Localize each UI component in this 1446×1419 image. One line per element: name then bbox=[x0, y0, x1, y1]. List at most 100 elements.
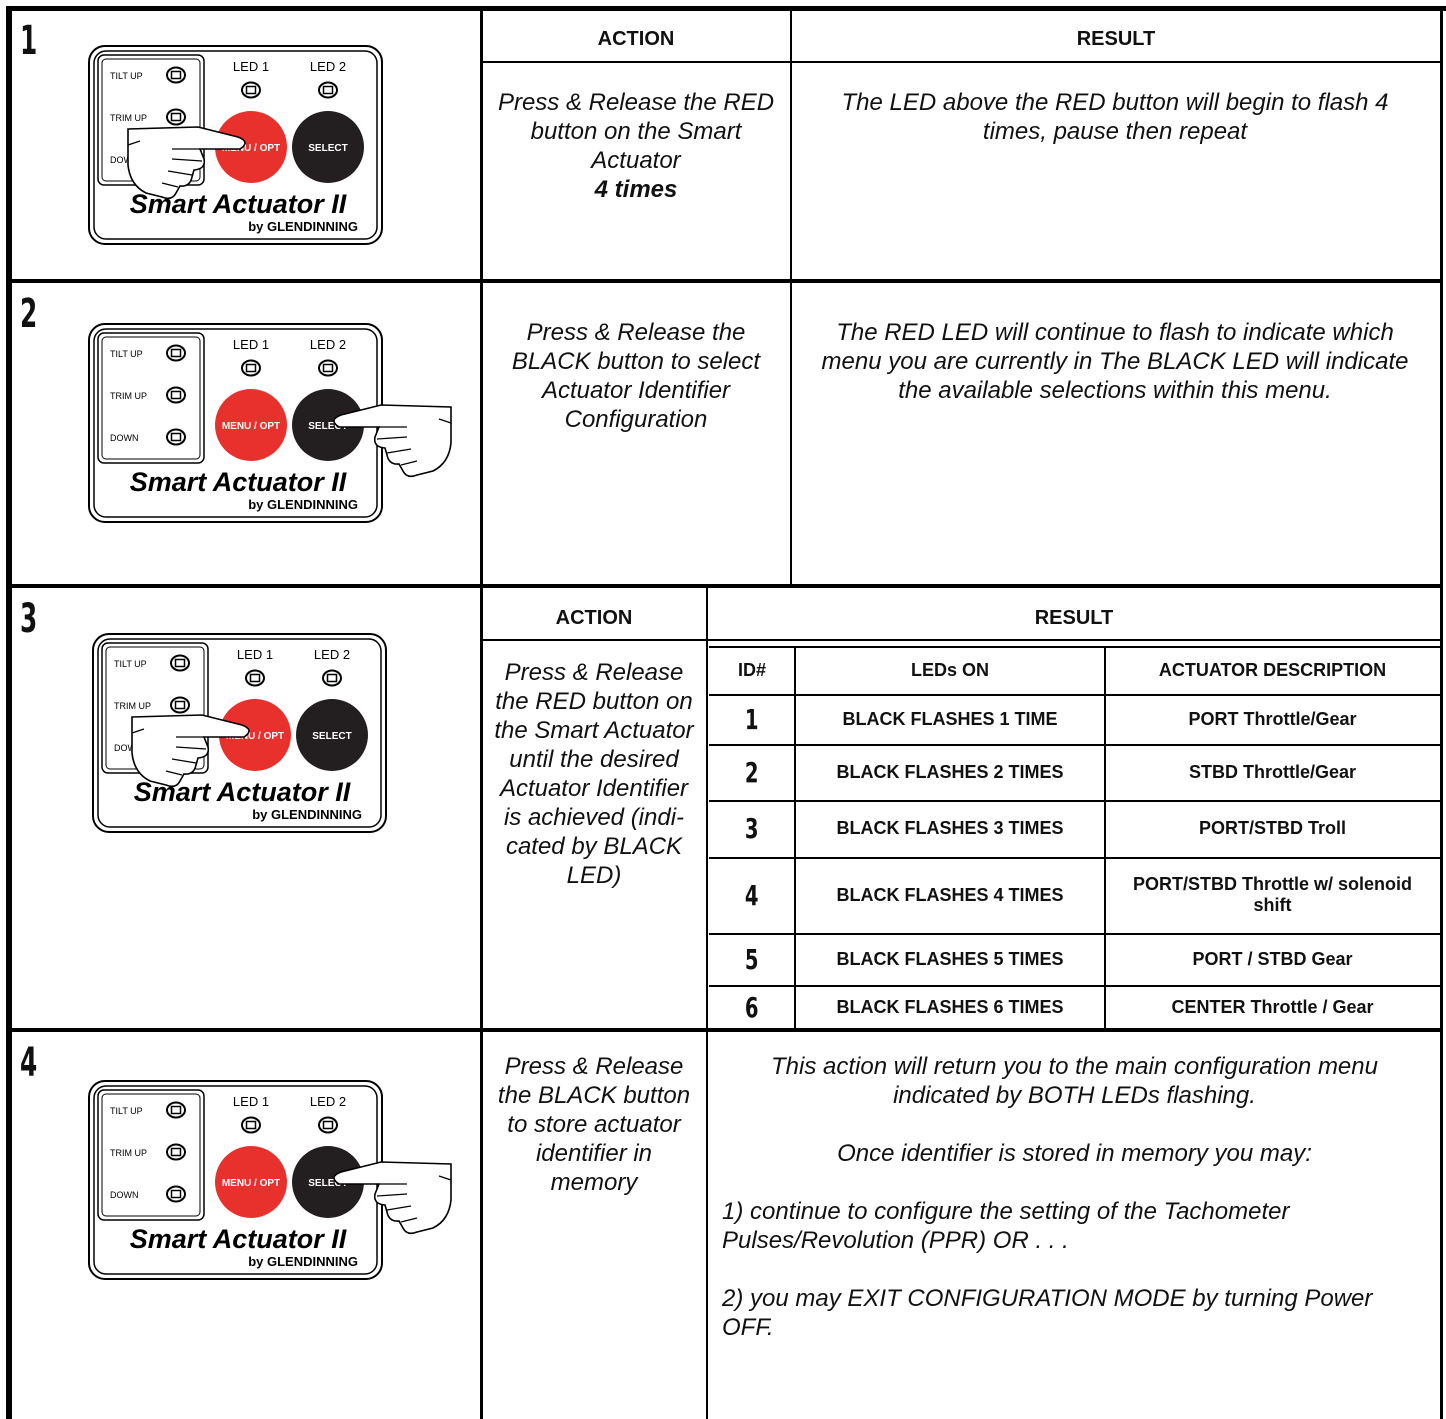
step-number: 3 bbox=[20, 596, 38, 642]
table-cell: BLACK FLASHES 6 TIMES bbox=[795, 985, 1105, 1030]
byline: by GLENDINNING bbox=[252, 807, 362, 822]
id-number-text: 5 bbox=[745, 942, 759, 976]
switch-panel bbox=[101, 336, 201, 460]
led bbox=[166, 66, 186, 84]
led bbox=[166, 1101, 186, 1119]
table-cell: BLACK FLASHES 3 TIMES bbox=[795, 800, 1105, 857]
led bbox=[170, 390, 182, 400]
led-label: LED 2 bbox=[310, 1094, 346, 1109]
action-text: Press & Release the RED button on the Sm… bbox=[495, 88, 777, 204]
result-paragraph: This action will return you to the main … bbox=[771, 1053, 1378, 1109]
result-paragraph: Once identifier is stored in memory you … bbox=[837, 1140, 1312, 1167]
header-result: RESULT bbox=[1034, 607, 1114, 629]
rule bbox=[706, 588, 708, 1419]
id-number: 3 bbox=[709, 800, 795, 857]
switch-label: TRIM UP bbox=[110, 113, 147, 123]
led-label: LED 1 bbox=[233, 337, 269, 352]
table-cell-text: PORT/STBD Throttle w/ solenoid shift bbox=[1133, 874, 1412, 915]
device-outline bbox=[93, 50, 378, 240]
led-label: LED 2 bbox=[310, 337, 346, 352]
led-label: LED 1 bbox=[233, 59, 269, 74]
led-label: LED 2 bbox=[310, 59, 346, 74]
action-paragraph: Press & Release the BLACK button to stor… bbox=[497, 1053, 691, 1196]
led bbox=[170, 432, 182, 442]
rule bbox=[709, 857, 1440, 859]
device-illustration: TILT UP TRIM UP DOWN LED 1 LED 2 MENU / OPT SE… bbox=[88, 1080, 452, 1280]
switch-label: DOWN bbox=[114, 743, 143, 753]
switch-panel bbox=[97, 332, 205, 464]
select-button bbox=[296, 699, 368, 771]
action-text: Press & Release the BLACK button to sele… bbox=[495, 318, 777, 434]
button-label: MENU / OPT bbox=[226, 731, 284, 742]
led bbox=[170, 112, 182, 122]
led bbox=[166, 1143, 186, 1161]
switch-panel bbox=[97, 1089, 205, 1221]
table-cell-text: BLACK FLASHES 3 TIMES bbox=[836, 818, 1064, 838]
switch-label: DOWN bbox=[110, 155, 139, 165]
led bbox=[170, 1189, 182, 1199]
switch-label: TILT UP bbox=[114, 659, 147, 669]
menu-button bbox=[215, 1146, 287, 1218]
table-cell: STBD Throttle/Gear bbox=[1105, 744, 1440, 800]
result-text: The LED above the RED button will begin … bbox=[810, 88, 1420, 175]
id-number-text: 6 bbox=[745, 991, 759, 1024]
table-cell-text: STBD Throttle/Gear bbox=[1188, 761, 1357, 782]
table-cell: BLACK FLASHES 1 TIME bbox=[795, 694, 1105, 744]
led bbox=[170, 70, 182, 80]
device-illustration: TILT UP TRIM UP DOWN LED 1 LED 2 MENU / OPT SE… bbox=[92, 633, 387, 833]
id-number: 1 bbox=[709, 694, 795, 744]
result-paragraph: 2) you may EXIT CONFIGURATION MODE by tu… bbox=[722, 1285, 1373, 1341]
table-cell-text: PORT/STBD Troll bbox=[1198, 818, 1346, 838]
id-number-text: 2 bbox=[745, 755, 759, 789]
rule bbox=[1440, 6, 1443, 1419]
led-label: LED 1 bbox=[233, 1094, 269, 1109]
rule bbox=[709, 800, 1440, 802]
rule bbox=[6, 6, 1446, 11]
id-number: 6 bbox=[709, 985, 795, 1030]
action-paragraph: Press & Release the BLACK button to sele… bbox=[511, 319, 761, 433]
hand bbox=[131, 714, 250, 788]
rule bbox=[790, 8, 792, 584]
action-paragraph: Press & Release the RED button on the Sm… bbox=[494, 659, 694, 889]
device-illustration: TILT UP TRIM UP DOWN LED 1 LED 2 MENU / OPT SE… bbox=[88, 45, 383, 245]
led bbox=[170, 1147, 182, 1157]
switch-panel bbox=[101, 1093, 201, 1217]
led bbox=[166, 108, 186, 126]
switch-label: TILT UP bbox=[110, 71, 143, 81]
menu-button bbox=[215, 389, 287, 461]
led bbox=[241, 359, 261, 377]
table-cell-text: BLACK FLASHES 5 TIMES bbox=[836, 948, 1064, 969]
step-number: 1 bbox=[20, 18, 38, 64]
menu-button bbox=[215, 111, 287, 183]
table-cell-text: PORT Throttle/Gear bbox=[1188, 708, 1357, 729]
select-button bbox=[292, 1146, 364, 1218]
rule bbox=[6, 6, 12, 1419]
button-label: SELECT bbox=[312, 731, 351, 742]
byline: by GLENDINNING bbox=[248, 1254, 358, 1269]
hand bbox=[333, 404, 452, 478]
byline: by GLENDINNING bbox=[248, 219, 358, 234]
header-action: ACTION bbox=[555, 607, 633, 629]
select-button bbox=[292, 389, 364, 461]
table-header: ACTUATOR DESCRIPTION bbox=[1105, 647, 1440, 694]
led bbox=[318, 1116, 338, 1134]
led bbox=[174, 658, 186, 668]
action-paragraph: 4 times bbox=[594, 176, 678, 203]
result-paragraph: The LED above the RED button will begin … bbox=[841, 89, 1389, 145]
switch-label: TILT UP bbox=[110, 1106, 143, 1116]
result-paragraph: 1) continue to configure the setting of … bbox=[722, 1198, 1290, 1254]
rule bbox=[709, 933, 1440, 935]
device-illustration: TILT UP TRIM UP DOWN LED 1 LED 2 MENU / OPT SE… bbox=[88, 323, 452, 523]
step-number: 4 bbox=[20, 1040, 38, 1086]
id-number-text: 3 bbox=[745, 812, 759, 845]
action-text: Press & Release the BLACK button to stor… bbox=[490, 1052, 698, 1197]
led bbox=[166, 344, 186, 362]
id-number-text: 1 bbox=[745, 702, 759, 736]
switch-label: DOWN bbox=[110, 1190, 139, 1200]
table-cell: PORT Throttle/Gear bbox=[1105, 694, 1440, 744]
rule bbox=[709, 694, 1440, 696]
led-label: LED 2 bbox=[314, 647, 350, 662]
led bbox=[322, 1120, 334, 1130]
result-text: This action will return you to the main … bbox=[722, 1052, 1427, 1371]
